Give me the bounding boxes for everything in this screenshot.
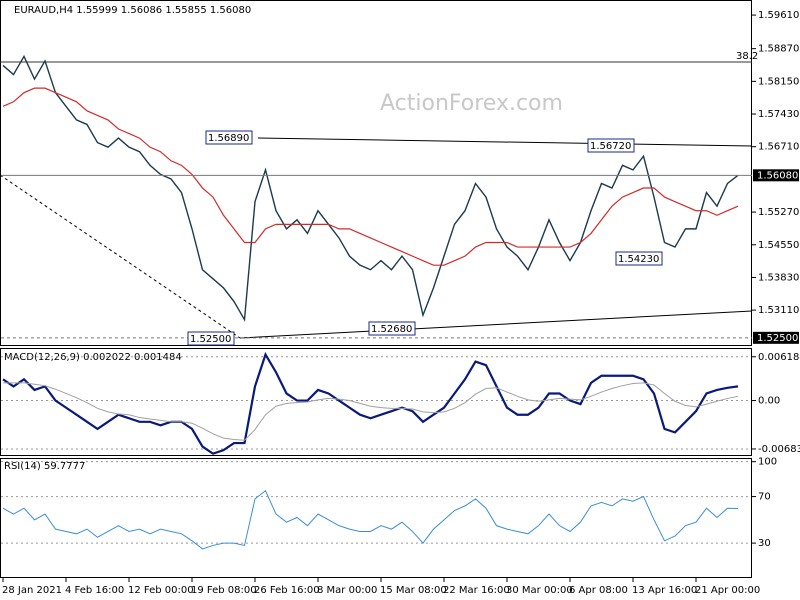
x-tick-label: 22 Mar 16:00 <box>443 585 510 596</box>
y-tick-label: 1.53830 <box>758 272 799 283</box>
x-tick-label: 30 Mar 00:00 <box>506 585 573 596</box>
x-tick-label: 13 Apr 16:00 <box>632 585 697 596</box>
annotation: 1.56720 <box>590 141 631 152</box>
series-line <box>3 382 739 441</box>
annotation-box <box>368 321 416 336</box>
y-tick-label: 70 <box>758 492 771 503</box>
y-tick-label: 0.006184 <box>758 352 800 363</box>
x-tick-label: 4 Feb 16:00 <box>65 585 124 596</box>
trend-line <box>257 137 753 147</box>
annotation: 1.54230 <box>618 254 659 265</box>
y-tick-label: 1.57430 <box>758 109 799 120</box>
series-line <box>2 54 739 322</box>
x-tick-label: 28 Jan 2021 <box>2 585 62 596</box>
trend-line <box>0 174 241 339</box>
price-label: 1.56080 <box>757 170 798 181</box>
price-title: EURAUD,H4 1.55999 1.56086 1.55855 1.5608… <box>14 5 251 16</box>
y-tick-label: 1.56710 <box>758 142 799 153</box>
y-tick-label: 1.55270 <box>758 207 799 218</box>
x-tick-label: 8 Mar 00:00 <box>317 585 377 596</box>
rsi-title: RSI(14) 59.7777 <box>4 461 85 472</box>
x-tick-label: 19 Feb 08:00 <box>191 585 257 596</box>
watermark: ActionForex.com <box>380 91 563 116</box>
annotation-box <box>587 138 635 153</box>
x-tick-label: 26 Feb 16:00 <box>254 585 320 596</box>
annotation-box <box>187 331 235 346</box>
trend-line <box>239 310 753 339</box>
series-line <box>2 489 739 550</box>
y-tick-label: 1.58150 <box>758 76 799 87</box>
x-tick-label: 12 Feb 00:00 <box>128 585 194 596</box>
macd-frame <box>0 348 752 456</box>
x-tick-label: 15 Mar 08:00 <box>380 585 447 596</box>
series-line <box>2 351 739 455</box>
y-tick-label: 30 <box>758 538 771 549</box>
rsi-frame <box>0 458 752 578</box>
annotation-box <box>615 251 663 266</box>
annotation: 1.56890 <box>208 133 249 144</box>
y-tick-label: 1.58870 <box>758 44 799 55</box>
macd-title: MACD(12,26,9) 0.002022 0.001484 <box>4 352 182 363</box>
y-tick-label: 1.59610 <box>758 10 799 21</box>
x-tick-label: 21 Apr 00:00 <box>695 585 760 596</box>
price-frame <box>0 0 752 346</box>
y-tick-label: -0.006837 <box>758 444 800 455</box>
annotation: 38.2 <box>736 51 758 62</box>
annotation-box <box>205 130 253 145</box>
price-box <box>753 331 799 344</box>
price-label: 1.52500 <box>757 333 798 344</box>
annotation: 1.52680 <box>371 324 412 335</box>
annotation: 1.52500 <box>190 334 231 345</box>
y-tick-label: 100 <box>758 457 777 468</box>
x-tick-label: 6 Apr 08:00 <box>569 585 628 596</box>
y-tick-label: 1.53110 <box>758 305 799 316</box>
price-box <box>753 169 799 182</box>
y-tick-label: 1.54550 <box>758 240 799 251</box>
y-tick-label: 0.00 <box>758 396 780 407</box>
series-line <box>2 87 739 266</box>
